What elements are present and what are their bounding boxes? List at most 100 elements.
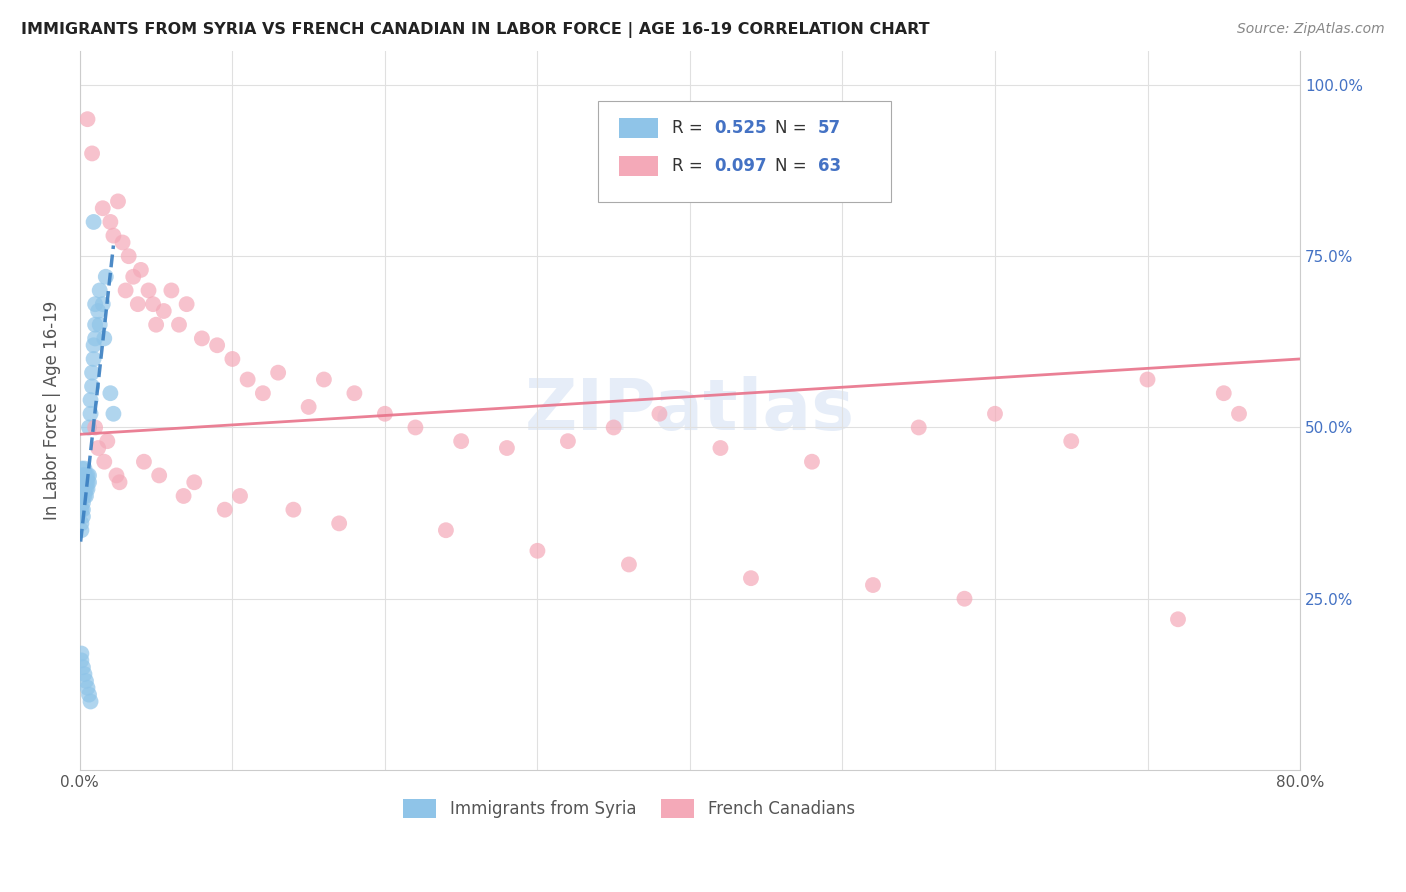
Point — [526, 543, 548, 558]
Point — [138, 284, 160, 298]
Point — [100, 386, 122, 401]
Point — [434, 523, 457, 537]
Point — [191, 331, 214, 345]
Point — [404, 420, 426, 434]
Point — [73, 468, 96, 483]
Text: R =: R = — [672, 120, 707, 137]
Point — [76, 475, 98, 490]
Point — [740, 571, 762, 585]
Point — [73, 482, 96, 496]
Point — [72, 482, 94, 496]
Point — [1227, 407, 1250, 421]
Point — [236, 372, 259, 386]
Text: R =: R = — [672, 157, 707, 175]
Point — [89, 318, 111, 332]
Point — [84, 318, 107, 332]
Point — [107, 194, 129, 209]
Point — [103, 228, 125, 243]
Point — [73, 475, 96, 490]
Point — [83, 351, 105, 366]
Point — [111, 235, 134, 250]
Point — [450, 434, 472, 449]
Point — [87, 441, 110, 455]
Point — [152, 304, 174, 318]
Point — [312, 372, 335, 386]
Point — [557, 434, 579, 449]
Point — [145, 318, 167, 332]
Point — [72, 509, 94, 524]
Point — [984, 407, 1007, 421]
Point — [907, 420, 929, 434]
Point — [75, 475, 97, 490]
Text: 0.097: 0.097 — [714, 157, 766, 175]
Point — [648, 407, 671, 421]
Point — [70, 502, 93, 516]
Point — [77, 688, 100, 702]
Point — [105, 468, 128, 483]
Y-axis label: In Labor Force | Age 16-19: In Labor Force | Age 16-19 — [44, 301, 60, 520]
Point — [96, 434, 118, 449]
Point — [100, 215, 122, 229]
Point — [127, 297, 149, 311]
Point — [93, 331, 115, 345]
FancyBboxPatch shape — [619, 156, 658, 176]
Point — [83, 215, 105, 229]
FancyBboxPatch shape — [619, 119, 658, 138]
Point — [374, 407, 396, 421]
Point — [862, 578, 884, 592]
Point — [183, 475, 205, 490]
Text: 57: 57 — [818, 120, 841, 137]
Point — [72, 468, 94, 483]
Point — [214, 502, 236, 516]
Point — [94, 269, 117, 284]
Text: 63: 63 — [818, 157, 841, 175]
Point — [496, 441, 519, 455]
Point — [1136, 372, 1159, 386]
Point — [800, 455, 823, 469]
Point — [76, 468, 98, 483]
Text: IMMIGRANTS FROM SYRIA VS FRENCH CANADIAN IN LABOR FORCE | AGE 16-19 CORRELATION : IMMIGRANTS FROM SYRIA VS FRENCH CANADIAN… — [21, 22, 929, 38]
Point — [89, 284, 111, 298]
Point — [76, 112, 98, 127]
Point — [80, 366, 103, 380]
Point — [221, 351, 243, 366]
Point — [91, 297, 114, 311]
Point — [79, 694, 101, 708]
Point — [252, 386, 274, 401]
Point — [267, 366, 290, 380]
Point — [114, 284, 136, 298]
Point — [83, 338, 105, 352]
Text: 0.525: 0.525 — [714, 120, 766, 137]
Point — [129, 263, 152, 277]
Text: Source: ZipAtlas.com: Source: ZipAtlas.com — [1237, 22, 1385, 37]
Point — [283, 502, 305, 516]
FancyBboxPatch shape — [599, 101, 891, 202]
Point — [148, 468, 170, 483]
Point — [80, 146, 103, 161]
Point — [79, 407, 101, 421]
Point — [229, 489, 252, 503]
Point — [76, 681, 98, 695]
Point — [70, 482, 93, 496]
Point — [72, 475, 94, 490]
Point — [70, 489, 93, 503]
Point — [75, 468, 97, 483]
Point — [142, 297, 165, 311]
Text: N =: N = — [775, 157, 813, 175]
Legend: Immigrants from Syria, French Canadians: Immigrants from Syria, French Canadians — [395, 790, 863, 826]
Point — [709, 441, 731, 455]
Point — [72, 660, 94, 674]
Point — [1060, 434, 1083, 449]
Point — [205, 338, 228, 352]
Point — [617, 558, 640, 572]
Point — [75, 489, 97, 503]
Point — [75, 482, 97, 496]
Point — [176, 297, 198, 311]
Point — [72, 502, 94, 516]
Point — [118, 249, 141, 263]
Point — [70, 475, 93, 490]
Point — [602, 420, 624, 434]
Point — [73, 667, 96, 681]
Point — [93, 455, 115, 469]
Point — [70, 468, 93, 483]
